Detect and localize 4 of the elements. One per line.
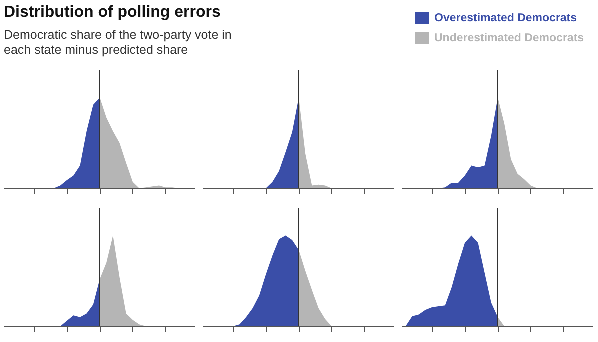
legend-label: Overestimated Democrats <box>434 12 578 24</box>
chart-subtitle: Democratic share of the two-party vote in each state minus predicted share <box>4 28 233 60</box>
chart-title: Distribution of polling errors <box>4 3 222 23</box>
legend-label: Underestimated Democrats <box>434 32 584 44</box>
